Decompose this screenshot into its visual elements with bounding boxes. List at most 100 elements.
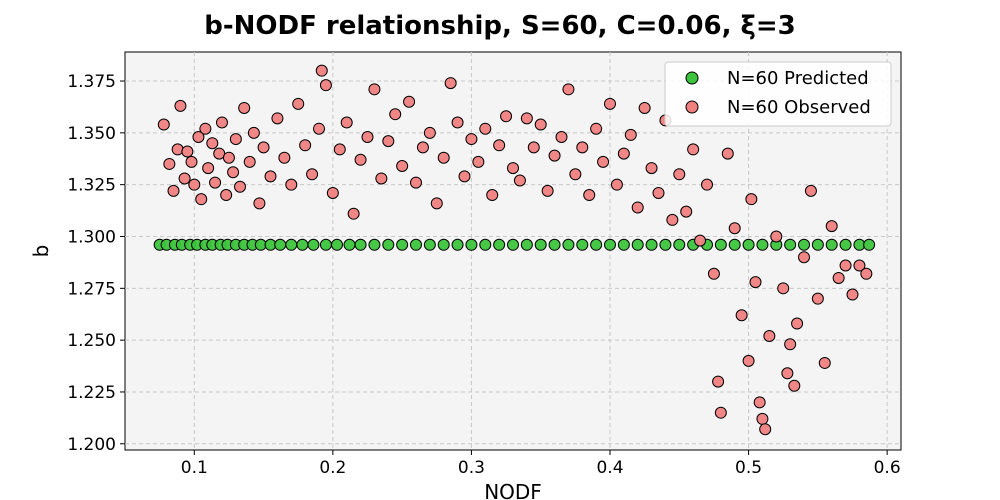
legend-box (664, 61, 892, 127)
observed-point (832, 271, 845, 284)
predicted-point (714, 238, 727, 251)
observed-point (354, 153, 367, 166)
observed-point (382, 135, 395, 148)
observed-point (243, 155, 256, 168)
observed-point (458, 170, 471, 183)
observed-point (326, 186, 339, 199)
observed-point (257, 141, 270, 154)
predicted-point (396, 238, 409, 251)
predicted-point (534, 238, 547, 251)
x-tick-label: 0.6 (874, 458, 901, 478)
observed-point (818, 356, 831, 369)
observed-point (247, 126, 260, 139)
predicted-point (493, 238, 506, 251)
y-tick-label: 1.250 (67, 331, 116, 351)
predicted-point (798, 238, 810, 251)
observed-point (319, 79, 332, 92)
observed-point (264, 170, 277, 183)
observed-point (430, 197, 443, 210)
observed-point (199, 122, 212, 135)
predicted-point (839, 238, 852, 251)
observed-point (299, 139, 312, 152)
observed-point (253, 197, 266, 210)
observed-point (163, 157, 176, 170)
observed-point (451, 116, 464, 129)
observed-point (520, 112, 533, 125)
observed-point (791, 317, 804, 330)
observed-point (202, 162, 215, 175)
predicted-point (811, 238, 824, 251)
observed-point (798, 251, 810, 264)
observed-point (220, 189, 233, 202)
predicted-point (742, 238, 755, 251)
observed-point (222, 151, 235, 164)
observed-point (701, 178, 713, 191)
observed-point (687, 143, 700, 156)
observed-point (238, 101, 251, 114)
legend: N=60 Predicted N=60 Observed (664, 61, 892, 127)
legend-marker-observed (685, 100, 699, 114)
observed-point (745, 193, 758, 206)
observed-point (416, 141, 429, 154)
observed-point (846, 288, 859, 301)
observed-point (368, 83, 381, 96)
observed-point (652, 186, 665, 199)
observed-point (333, 143, 346, 156)
predicted-point (617, 238, 630, 251)
x-tick-label: 0.2 (319, 458, 346, 478)
observed-point (174, 99, 187, 112)
predicted-point (437, 238, 450, 251)
y-tick-label: 1.350 (67, 124, 116, 144)
y-tick-label: 1.325 (67, 176, 116, 196)
x-tick-label: 0.4 (596, 458, 623, 478)
observed-point (749, 276, 762, 289)
observed-point (396, 160, 409, 173)
y-tick-label: 1.225 (67, 383, 116, 403)
predicted-point (479, 238, 492, 251)
observed-point (721, 147, 734, 160)
observed-point (285, 178, 298, 191)
predicted-point (382, 238, 395, 251)
observed-point (825, 220, 838, 233)
observed-point (278, 151, 291, 164)
observed-point (178, 172, 191, 185)
axis-ticks: 0.1 0.2 0.3 0.4 0.5 0.6 1.200 1.225 1.250 1.275 1.… (67, 72, 900, 478)
legend-label-observed: N=60 Observed (727, 97, 871, 118)
observed-point (507, 162, 519, 175)
predicted-point (576, 238, 589, 251)
observed-point (185, 155, 198, 168)
predicted-point (507, 238, 519, 251)
observed-point (590, 122, 603, 135)
observed-point (763, 329, 776, 342)
observed-point (756, 412, 769, 425)
observed-point (712, 375, 725, 388)
observed-point (804, 184, 817, 197)
observed-point (437, 151, 450, 164)
observed-point (728, 222, 741, 235)
observed-point (479, 122, 492, 135)
observed-point (500, 110, 513, 123)
observed-point (465, 133, 478, 146)
observed-point (548, 149, 561, 162)
predicted-point (548, 238, 561, 251)
observed-point (157, 118, 170, 131)
y-tick-label: 1.375 (67, 72, 116, 92)
observed-point (707, 267, 720, 280)
observed-point (839, 259, 852, 272)
observed-point (770, 230, 783, 243)
observed-point (569, 168, 582, 181)
observed-point (753, 396, 766, 409)
predicted-point (423, 238, 436, 251)
observed-point (527, 141, 540, 154)
observed-point (493, 139, 506, 152)
observed-point (403, 95, 416, 108)
observed-point (347, 207, 360, 220)
observed-point (777, 282, 790, 295)
observed-point (171, 143, 184, 156)
predicted-point (604, 238, 616, 251)
observed-point (167, 184, 180, 197)
predicted-point (410, 238, 422, 251)
observed-point (206, 137, 219, 150)
predicted-point (520, 238, 533, 251)
